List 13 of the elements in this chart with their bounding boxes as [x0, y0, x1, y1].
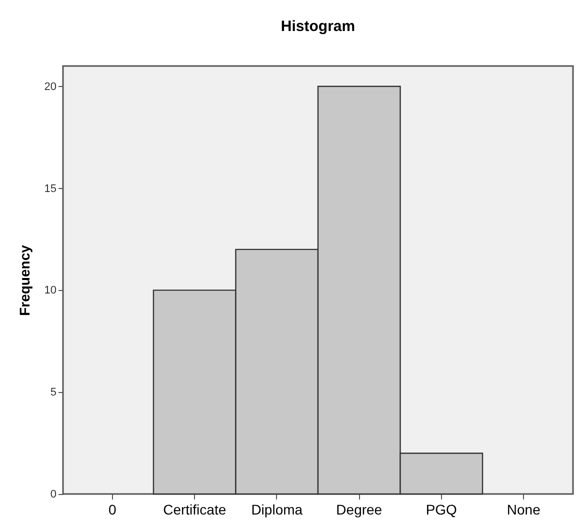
x-tick-label: Certificate: [163, 502, 226, 518]
x-tick-label: Diploma: [251, 502, 303, 518]
x-tick-label: None: [506, 502, 541, 518]
y-tick-label: 0: [50, 488, 56, 500]
x-tick-label: PGQ: [426, 502, 458, 518]
y-tick-label: 20: [44, 80, 56, 93]
y-axis-title: Frequency: [16, 244, 32, 316]
y-tick-label: 15: [44, 182, 56, 195]
x-tick-label: Degree: [336, 502, 382, 518]
y-tick-label: 5: [50, 386, 56, 399]
y-tick-label: 10: [44, 284, 56, 297]
chart-title: Histogram: [280, 18, 356, 35]
x-tick-label: 0: [108, 502, 116, 518]
